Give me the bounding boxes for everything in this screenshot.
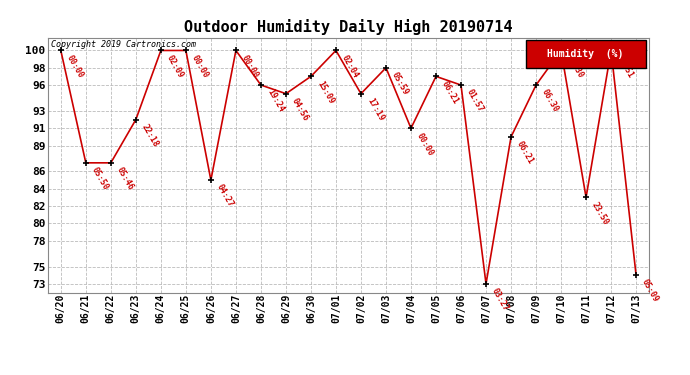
Text: 06:30: 06:30: [540, 88, 560, 114]
Text: Humidity  (%): Humidity (%): [547, 49, 624, 59]
Text: 06:21: 06:21: [440, 79, 460, 105]
Text: 23:50: 23:50: [590, 200, 611, 226]
Text: 05:09: 05:09: [640, 278, 660, 304]
Text: 06:30: 06:30: [565, 53, 586, 80]
Text: 04:56: 04:56: [290, 96, 310, 123]
Text: 04:27: 04:27: [215, 183, 235, 209]
Text: 15:09: 15:09: [315, 79, 335, 105]
Text: 00:00: 00:00: [190, 53, 210, 80]
Text: 05:51: 05:51: [615, 53, 635, 80]
Text: 03:27: 03:27: [490, 286, 511, 313]
Text: 00:00: 00:00: [240, 53, 260, 80]
FancyBboxPatch shape: [526, 40, 646, 68]
Text: Copyright 2019 Cartronics.com: Copyright 2019 Cartronics.com: [51, 40, 196, 49]
Text: 17:19: 17:19: [365, 96, 386, 123]
Text: 00:00: 00:00: [415, 131, 435, 157]
Text: 19:24: 19:24: [265, 88, 286, 114]
Text: 00:00: 00:00: [65, 53, 86, 80]
Text: 02:09: 02:09: [165, 53, 186, 80]
Text: 22:18: 22:18: [140, 122, 160, 148]
Text: 02:04: 02:04: [340, 53, 360, 80]
Text: 05:59: 05:59: [390, 70, 411, 97]
Text: 06:21: 06:21: [515, 140, 535, 166]
Title: Outdoor Humidity Daily High 20190714: Outdoor Humidity Daily High 20190714: [184, 19, 513, 35]
Text: 01:57: 01:57: [465, 88, 486, 114]
Text: 05:50: 05:50: [90, 166, 110, 192]
Text: 05:46: 05:46: [115, 166, 135, 192]
